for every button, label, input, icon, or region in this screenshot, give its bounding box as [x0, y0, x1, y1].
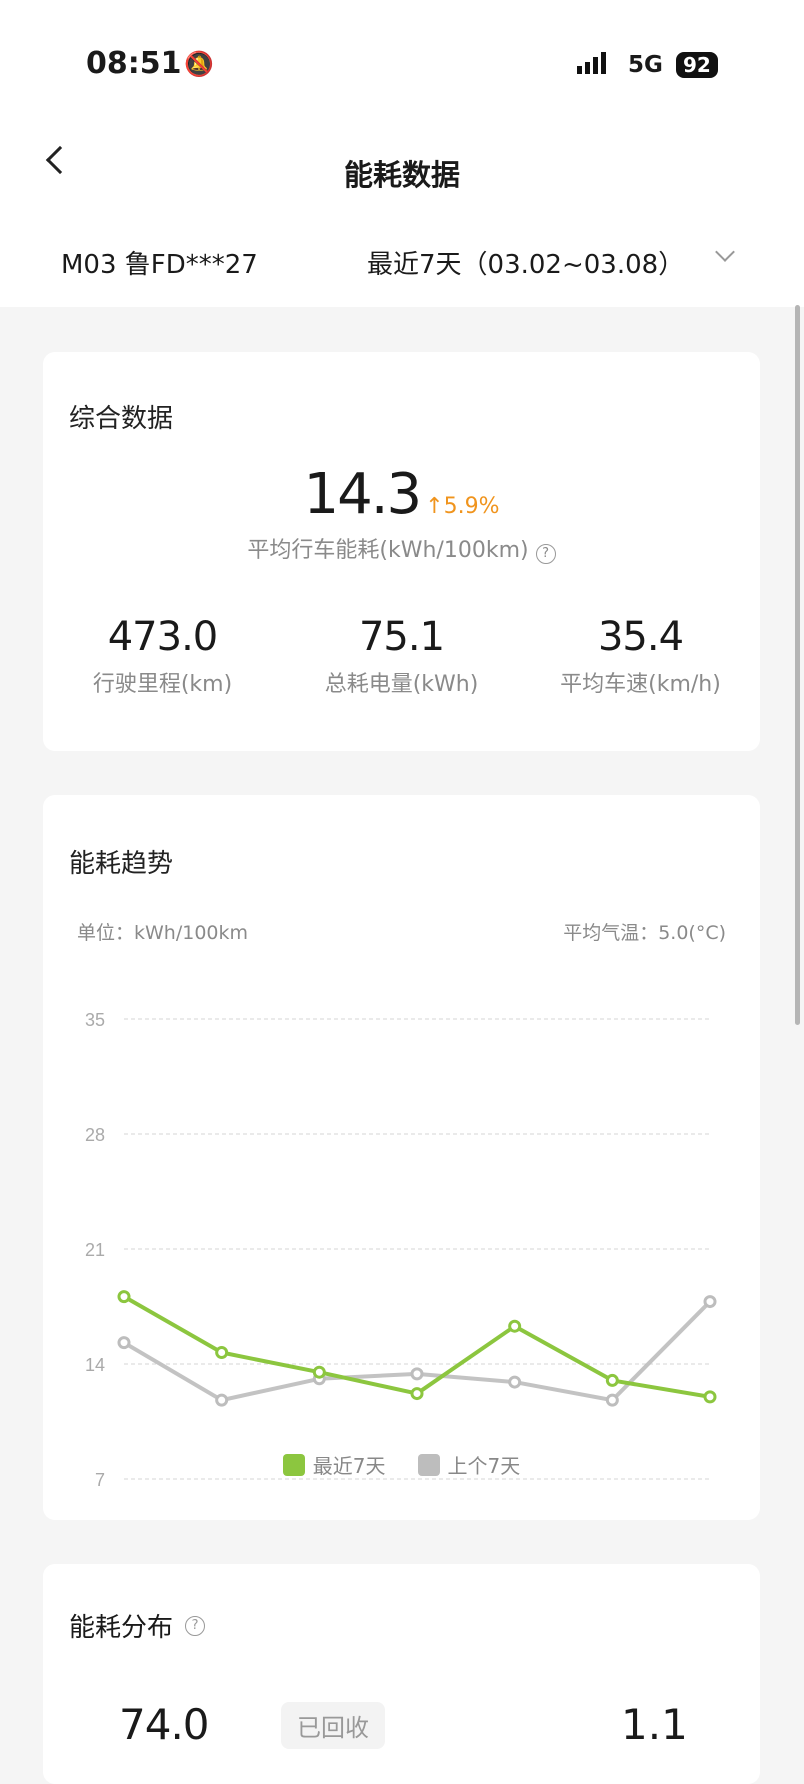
- data-point: [215, 1346, 229, 1359]
- series-line: [122, 1300, 712, 1403]
- stat-speed: 35.4 平均车速(km/h): [560, 614, 721, 697]
- y-tick-label: 21: [85, 1240, 105, 1260]
- data-point: [605, 1393, 619, 1407]
- stat-energy: 75.1 总耗电量(kWh): [324, 614, 479, 697]
- chevron-down-icon[interactable]: [715, 242, 735, 262]
- distribution-card: 能耗分布 ? 74.0 已回收 1.1: [43, 1564, 760, 1784]
- vehicle-selector[interactable]: M03 鲁FD***27: [61, 250, 258, 280]
- legend-recent[interactable]: 最近7天: [282, 1450, 386, 1479]
- change-percent: 5.9%: [443, 494, 500, 519]
- summary-title: 综合数据: [69, 404, 174, 434]
- status-time: 08:51: [86, 46, 182, 81]
- battery-icon: 92: [676, 52, 718, 78]
- stat-distance: 473.0 行驶里程(km): [92, 614, 233, 697]
- recovered-tag: 已回收: [281, 1702, 385, 1749]
- data-point: [117, 1290, 131, 1304]
- distribution-title: 能耗分布: [69, 1613, 174, 1643]
- data-point: [703, 1390, 717, 1404]
- legend-swatch: [282, 1453, 305, 1476]
- y-tick-label: 7: [95, 1470, 105, 1490]
- y-tick-label: 14: [85, 1355, 105, 1375]
- avg-consumption-value: 14.3: [303, 462, 422, 527]
- data-point: [508, 1319, 522, 1333]
- data-point: [312, 1365, 326, 1379]
- y-tick-label: 28: [85, 1125, 105, 1145]
- data-point: [117, 1336, 131, 1350]
- summary-card: 综合数据 14.3 ↑5.9% 平均行车能耗(kWh/100km) ? 473.…: [43, 352, 760, 751]
- data-point: [410, 1387, 424, 1401]
- legend-previous[interactable]: 上个7天: [417, 1450, 520, 1479]
- data-point: [508, 1375, 522, 1389]
- series-line: [123, 1294, 711, 1399]
- period-selector[interactable]: 最近7天（03.02~03.08）: [367, 250, 685, 280]
- scrollbar[interactable]: [795, 305, 800, 1025]
- help-icon[interactable]: ?: [535, 544, 556, 564]
- page-title: 能耗数据: [343, 158, 460, 192]
- help-icon[interactable]: ?: [185, 1615, 206, 1636]
- data-point: [605, 1373, 619, 1387]
- unit-label: 单位：kWh/100km: [77, 922, 249, 944]
- data-point: [703, 1295, 717, 1309]
- y-tick-label: 35: [85, 1010, 105, 1030]
- legend-swatch: [417, 1453, 440, 1476]
- trend-chart: 0714212835周一周二周三周四周五周六周日: [85, 1010, 717, 1490]
- data-point: [215, 1393, 229, 1407]
- signal-icon: [577, 52, 606, 74]
- distribution-right-value: 1.1: [621, 1700, 688, 1749]
- top-bar: 08:51 🔕 5G 92 能耗数据 M03 鲁FD***27 最近7天（03.…: [0, 0, 804, 307]
- trend-title: 能耗趋势: [69, 849, 174, 879]
- mute-bell-icon: 🔕: [184, 50, 214, 78]
- trend-card: 能耗趋势 单位：kWh/100km 平均气温：5.0(°C) 071421283…: [43, 795, 760, 1520]
- avg-consumption-label: 平均行车能耗(kWh/100km): [247, 538, 529, 563]
- temperature-label: 平均气温：5.0(°C): [563, 922, 726, 944]
- network-label: 5G: [628, 52, 663, 78]
- arrow-up-icon: ↑: [425, 494, 444, 519]
- distribution-left-value: 74.0: [119, 1700, 210, 1749]
- data-point: [410, 1367, 424, 1381]
